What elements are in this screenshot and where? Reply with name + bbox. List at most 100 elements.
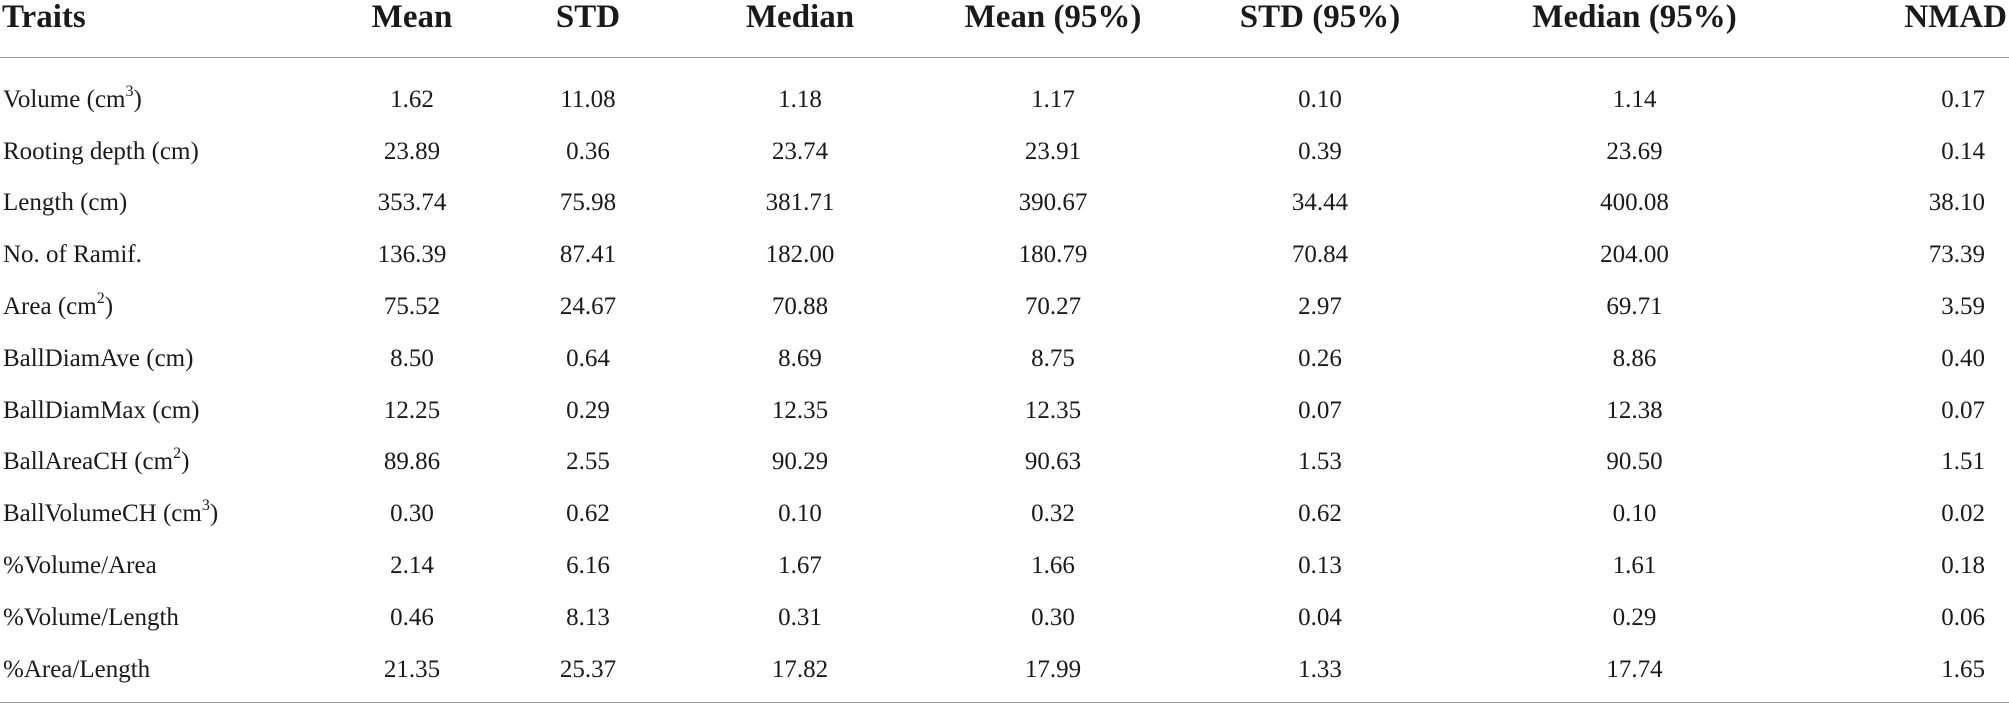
column-header-nmad: NMAD (1807, 0, 2009, 58)
nmad-cell: 1.51 (1941, 448, 1985, 476)
std-cell: 0.29 (566, 396, 610, 424)
std-95-cell: 0.13 (1298, 552, 1342, 580)
std-cell: 75.98 (559, 189, 617, 217)
trait-label: %Area/Length (3, 655, 151, 683)
header-row: Traits Mean STD Median Mean (95%) STD (9… (0, 0, 2009, 58)
table-row: %Area/Length 21.35 25.37 17.82 17.99 1.33 17.7… (0, 643, 2009, 703)
trait-label-suffix: ) (133, 85, 142, 113)
trait-name-cell: %Volume/Length (0, 592, 320, 644)
std-cell: 11.08 (560, 85, 616, 113)
trait-label: Area (cm (3, 293, 97, 321)
table-row: Rooting depth (cm) 23.89 0.36 23.74 23.91 0.3… (0, 126, 2009, 178)
mean-95-cell: 90.63 (1024, 448, 1082, 476)
mean-95-cell: 1.17 (1031, 85, 1075, 113)
median-cell: 70.88 (771, 293, 829, 321)
mean-cell: 89.86 (383, 448, 441, 476)
nmad-cell: 0.07 (1941, 396, 1985, 424)
unit-exponent: 3 (125, 82, 134, 100)
mean-cell: 0.30 (390, 500, 434, 528)
std-95-cell: 0.62 (1298, 500, 1342, 528)
trait-name-cell: BallDiamMax (cm) (0, 385, 320, 437)
mean-95-cell: 0.32 (1031, 500, 1075, 528)
nmad-cell: 38.10 (1928, 189, 1985, 217)
unit-exponent: 2 (173, 445, 182, 463)
table-row: BallDiamMax (cm) 12.25 0.29 12.35 12.35 0.07 1… (0, 385, 2009, 437)
median-cell: 381.71 (765, 189, 835, 217)
table-row: Area (cm2) 75.52 24.67 70.88 70.27 2.97 69.71 3… (0, 281, 2009, 333)
mean-cell: 353.74 (377, 189, 447, 217)
table-row: Volume (cm3) 1.62 11.08 1.18 1.17 0.10 1.14 0.1… (0, 58, 2009, 126)
mean-95-cell: 17.99 (928, 643, 1178, 703)
std-cell: 24.67 (559, 293, 617, 321)
median-cell: 0.10 (778, 500, 822, 528)
mean-cell: 2.14 (390, 552, 434, 580)
median-95-cell: 8.86 (1612, 344, 1657, 372)
median-95-cell: 1.14 (1612, 85, 1657, 113)
trait-name-cell: Area (cm2) (0, 281, 320, 333)
column-header-mean: Mean (320, 0, 504, 58)
trait-name-cell: BallDiamAve (cm) (0, 333, 320, 385)
median-95-cell: 204.00 (1600, 241, 1669, 269)
mean-cell: 23.89 (383, 137, 441, 165)
std-95-cell: 1.33 (1178, 643, 1462, 703)
nmad-cell: 73.39 (1928, 241, 1985, 269)
std-cell: 2.55 (566, 448, 610, 476)
mean-cell: 21.35 (320, 643, 504, 703)
mean-95-cell: 12.35 (1024, 396, 1082, 424)
column-header-mean-95: Mean (95%) (928, 0, 1178, 58)
mean-95-cell: 23.91 (1024, 137, 1082, 165)
mean-95-cell: 8.75 (1031, 344, 1075, 372)
median-95-cell: 12.38 (1606, 396, 1663, 424)
std-95-cell: 0.10 (1298, 85, 1342, 113)
std-cell: 0.64 (566, 344, 610, 372)
trait-name-cell: %Area/Length (0, 643, 320, 703)
nmad-cell: 0.06 (1941, 603, 1985, 631)
std-95-cell: 0.07 (1298, 396, 1342, 424)
trait-label: Volume (cm (3, 85, 126, 113)
mean-cell: 12.25 (383, 396, 441, 424)
unit-exponent: 2 (96, 290, 105, 308)
unit-exponent: 3 (201, 497, 210, 515)
trait-label: BallDiamMax (cm) (3, 396, 200, 424)
mean-95-cell: 1.66 (1031, 552, 1075, 580)
trait-label-suffix: ) (209, 500, 219, 528)
trait-label: BallVolumeCH (cm (3, 500, 202, 528)
trait-label: Rooting depth (cm) (3, 137, 199, 165)
table-row: BallVolumeCH (cm3) 0.30 0.62 0.10 0.32 0.62 0.… (0, 488, 2009, 540)
std-cell: 25.37 (504, 643, 672, 703)
trait-name-cell: No. of Ramif. (0, 229, 320, 281)
nmad-cell: 0.40 (1941, 344, 1985, 372)
median-cell: 182.00 (765, 241, 835, 269)
table-row: %Volume/Length 0.46 8.13 0.31 0.30 0.04 0.29 0.… (0, 592, 2009, 644)
nmad-cell: 0.02 (1941, 500, 1985, 528)
nmad-cell: 3.59 (1941, 293, 1985, 321)
median-95-cell: 0.29 (1612, 603, 1657, 631)
median-cell: 17.82 (672, 643, 928, 703)
trait-label: %Volume/Length (3, 603, 179, 631)
trait-label: BallDiamAve (cm) (3, 344, 194, 372)
std-95-cell: 0.26 (1298, 344, 1342, 372)
trait-name-cell: Volume (cm3) (0, 58, 320, 126)
trait-name-cell: Length (cm) (0, 178, 320, 230)
median-95-cell: 1.61 (1612, 552, 1657, 580)
std-cell: 8.13 (566, 603, 610, 631)
mean-cell: 75.52 (383, 293, 441, 321)
median-cell: 23.74 (771, 137, 829, 165)
trait-label: %Volume/Area (3, 552, 157, 580)
mean-cell: 136.39 (377, 241, 447, 269)
trait-label: BallAreaCH (cm (3, 448, 174, 476)
column-header-std-95: STD (95%) (1178, 0, 1462, 58)
std-95-cell: 1.53 (1298, 448, 1342, 476)
column-header-median-95: Median (95%) (1462, 0, 1807, 58)
std-cell: 0.36 (566, 137, 610, 165)
nmad-cell: 0.17 (1941, 85, 1985, 113)
trait-label-suffix: ) (181, 448, 190, 476)
table-row: %Volume/Area 2.14 6.16 1.67 1.66 0.13 1.61 0.18 (0, 540, 2009, 592)
column-header-median: Median (672, 0, 928, 58)
trait-label: No. of Ramif. (3, 241, 142, 269)
trait-name-cell: %Volume/Area (0, 540, 320, 592)
nmad-cell: 0.14 (1941, 137, 1985, 165)
median-95-cell: 0.10 (1612, 500, 1657, 528)
mean-cell: 1.62 (390, 85, 434, 113)
std-cell: 87.41 (559, 241, 617, 269)
